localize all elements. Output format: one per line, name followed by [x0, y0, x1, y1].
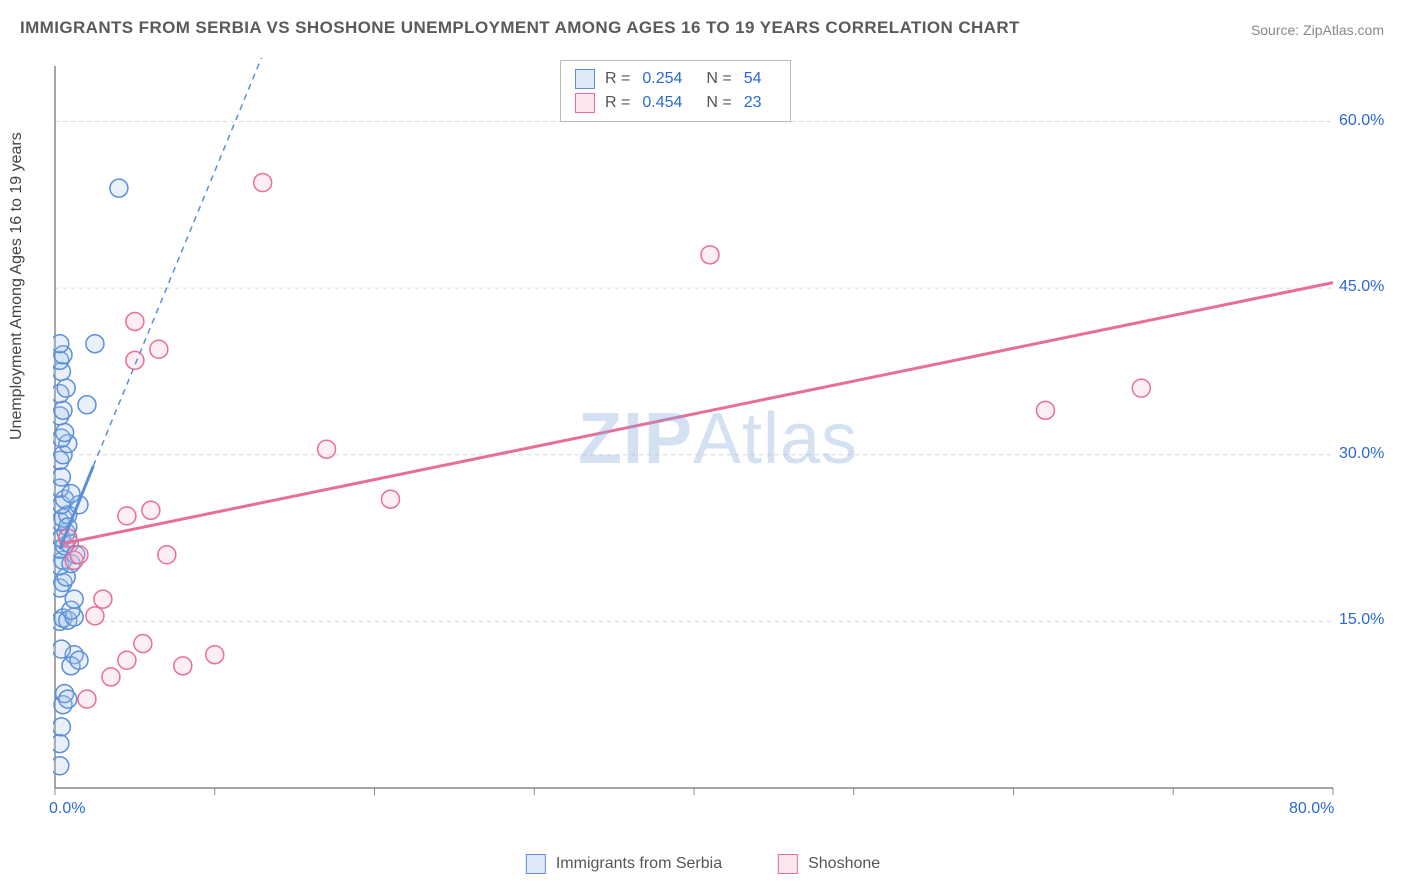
tick-label: 0.0% [49, 800, 85, 818]
r-value-serbia: 0.254 [642, 70, 682, 88]
n-label: N = [706, 94, 731, 112]
legend-row-shoshone: R = 0.454 N = 23 [575, 91, 776, 115]
source-attribution: Source: ZipAtlas.com [1251, 22, 1384, 38]
r-label: R = [605, 70, 630, 88]
y-axis-label: Unemployment Among Ages 16 to 19 years [8, 132, 26, 440]
tick-label: 60.0% [1339, 112, 1384, 130]
legend-item-shoshone: Shoshone [778, 854, 880, 874]
r-label: R = [605, 94, 630, 112]
swatch-serbia [526, 854, 546, 874]
chart-title: IMMIGRANTS FROM SERBIA VS SHOSHONE UNEMP… [20, 18, 1020, 38]
swatch-serbia-top [575, 69, 595, 89]
legend-series: Immigrants from Serbia Shoshone [526, 854, 880, 874]
legend-item-serbia: Immigrants from Serbia [526, 854, 722, 874]
legend-label-serbia: Immigrants from Serbia [556, 855, 722, 873]
n-value-serbia: 54 [744, 70, 762, 88]
n-value-shoshone: 23 [744, 94, 762, 112]
tick-label: 80.0% [1289, 800, 1334, 818]
tick-label: 15.0% [1339, 611, 1384, 629]
legend-row-serbia: R = 0.254 N = 54 [575, 67, 776, 91]
tick-label: 45.0% [1339, 278, 1384, 296]
tick-label: 30.0% [1339, 445, 1384, 463]
n-label: N = [706, 70, 731, 88]
legend-label-shoshone: Shoshone [808, 855, 880, 873]
scatter-plot: ZIPAtlas 15.0%30.0%45.0%60.0%0.0%80.0% [53, 58, 1383, 828]
swatch-shoshone-top [575, 93, 595, 113]
swatch-shoshone [778, 854, 798, 874]
r-value-shoshone: 0.454 [642, 94, 682, 112]
legend-correlation: R = 0.254 N = 54 R = 0.454 N = 23 [560, 60, 791, 122]
chart-svg [53, 58, 1383, 828]
